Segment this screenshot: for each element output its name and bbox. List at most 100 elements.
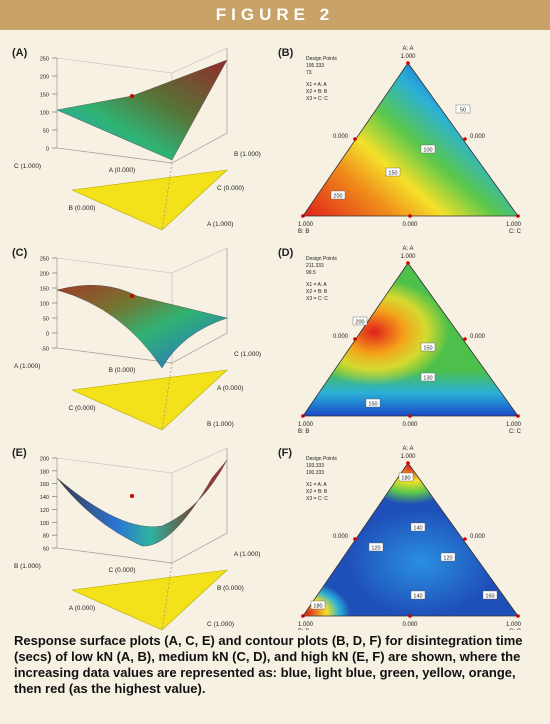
vertex-label: 0.000: [333, 134, 349, 140]
response-surface: [56, 459, 228, 547]
vertex-label: 1.000: [298, 222, 314, 228]
contour-label-box: [410, 522, 426, 532]
legend-entry: X3 = C: C: [306, 96, 328, 102]
axis-label: C (1.000): [14, 163, 41, 170]
contour-label-box: [420, 372, 436, 382]
z-tick-label: 200: [40, 457, 49, 463]
floor-axis: [161, 362, 173, 431]
contour-label: 130: [423, 376, 432, 382]
z-tick-label: 100: [40, 302, 49, 308]
legend-entry: 99.5: [306, 270, 316, 276]
box-edge: [56, 57, 173, 74]
vertex-label: 1.000: [298, 622, 314, 628]
contour-label-box: [330, 190, 346, 200]
axis-label: A (0.000): [109, 167, 135, 174]
design-point: [301, 214, 305, 218]
z-tick-label: 80: [43, 534, 49, 540]
contour-label: 120: [371, 546, 380, 552]
axis-label: B (0.000): [109, 367, 136, 374]
contour-label-box: [385, 167, 401, 177]
legend-entry: X2 = B: B: [306, 289, 328, 295]
axis-label: A (0.000): [69, 605, 95, 612]
contour-label: 150: [388, 171, 397, 177]
z-tick-label: 140: [40, 495, 49, 501]
legend-entry: Design Points: [306, 256, 337, 262]
figure-panels: (A) 250 200 150 100 50 0 C (1.000) A (0.000) B (1…: [12, 46, 522, 630]
axis-label: A (1.000): [234, 551, 260, 558]
vertex-label: A: A: [402, 46, 413, 52]
legend-entry: Design Points: [306, 56, 337, 62]
axis-label: C (0.000): [68, 405, 95, 412]
vertex-label: 0.000: [402, 422, 418, 428]
legend-entry: X3 = C: C: [306, 296, 328, 302]
vertex-label: 0.000: [470, 334, 486, 340]
vertex-label: C: C: [509, 629, 522, 630]
z-tick-label: 100: [40, 521, 49, 527]
contour-label-box: [420, 144, 436, 154]
contour-label: 150: [423, 346, 432, 352]
floor-triangle: [70, 569, 228, 630]
floor-axis: [161, 562, 173, 630]
design-point: [408, 414, 412, 418]
legend-entry: X2 = B: B: [306, 89, 328, 95]
contour-fill: [303, 463, 518, 616]
z-tick-label: 160: [40, 482, 49, 488]
contour-label: 100: [423, 148, 432, 154]
floor-triangle: [70, 369, 228, 431]
contour-label-box: [368, 542, 384, 552]
contour-label: 50: [460, 108, 466, 114]
legend-entry: X2 = B: B: [306, 489, 328, 495]
z-tick-label: 120: [40, 508, 49, 514]
design-point: [463, 137, 467, 141]
box-edge: [171, 47, 228, 74]
box-edge: [56, 457, 173, 474]
design-point: [516, 614, 520, 618]
surface-panel: (E) 200 180 160 140 120 100 80 60 B (1.000) C (0.0…: [12, 447, 260, 630]
vertex-label: 0.000: [402, 222, 418, 228]
design-point: [130, 494, 134, 498]
contour-label: 150: [368, 402, 377, 408]
design-point: [130, 294, 134, 298]
z-tick-label: 0: [46, 332, 49, 338]
contour-label-box: [455, 104, 471, 114]
contour-label-box: [482, 590, 498, 600]
floor-axis: [161, 162, 173, 231]
contour-label: 200: [355, 320, 364, 326]
vertex-label: C: C: [509, 229, 522, 235]
contour-label-box: [410, 590, 426, 600]
design-point: [516, 214, 520, 218]
legend-entry: 211.333: [306, 263, 324, 269]
design-point: [301, 414, 305, 418]
panel-label: (A): [12, 47, 28, 59]
vertex-label: 0.000: [333, 334, 349, 340]
z-tick-label: 50: [43, 129, 49, 135]
vertex-label: 1.000: [400, 454, 416, 460]
vertex-label: A: A: [402, 446, 413, 452]
design-point: [463, 537, 467, 541]
design-point: [301, 614, 305, 618]
vertex-label: 1.000: [400, 54, 416, 60]
vertex-label: 0.000: [333, 534, 349, 540]
z-tick-label: 150: [40, 93, 49, 99]
contour-label: 140: [413, 594, 422, 600]
z-tick-label: 250: [40, 57, 49, 63]
z-tick-label: 250: [40, 257, 49, 263]
vertex-label: 0.000: [470, 534, 486, 540]
design-point: [408, 614, 412, 618]
legend-entry: 193.333: [306, 463, 324, 469]
design-point: [406, 61, 410, 65]
design-point: [408, 214, 412, 218]
contour-label: 120: [443, 556, 452, 562]
contour-fill: [303, 263, 518, 416]
design-point: [353, 537, 357, 541]
axis-label: C (1.000): [207, 621, 234, 628]
axis-label: C (1.000): [234, 351, 261, 358]
contour-label: 200: [333, 194, 342, 200]
z-tick-label: 100: [40, 111, 49, 117]
z-tick-label: 150: [40, 287, 49, 293]
contour-fill: [303, 63, 518, 216]
panel-label: (E): [12, 447, 27, 459]
